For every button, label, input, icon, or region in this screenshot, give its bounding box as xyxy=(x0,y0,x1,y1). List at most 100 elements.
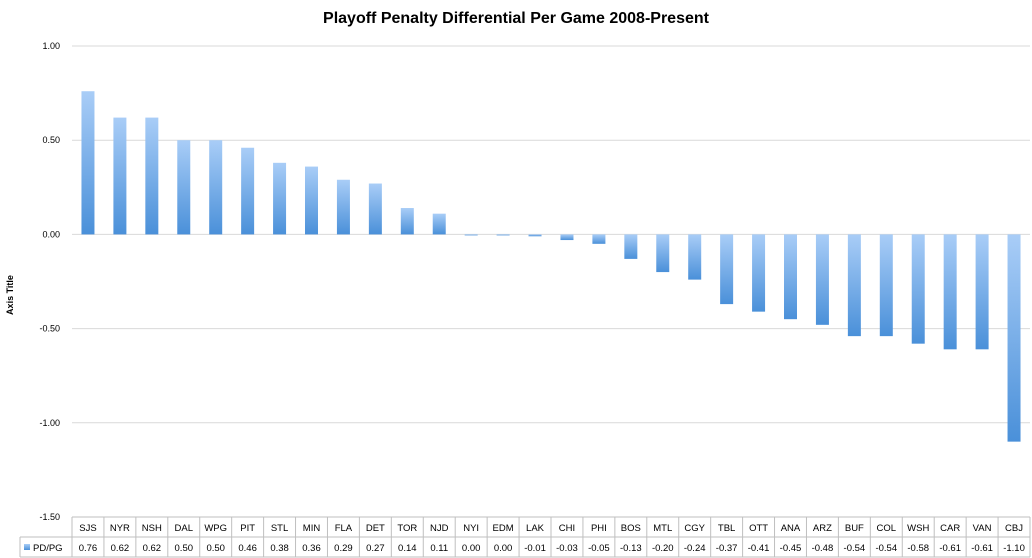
data-label: -0.61 xyxy=(939,543,961,554)
y-tick-label: -0.50 xyxy=(39,324,60,334)
bar xyxy=(911,234,925,344)
x-tick-label: TOR xyxy=(397,523,417,534)
x-tick-label: ANA xyxy=(781,523,801,534)
x-tick-label: STL xyxy=(271,523,288,534)
bar xyxy=(943,234,957,350)
bar xyxy=(688,234,702,280)
x-tick-label: BUF xyxy=(845,523,864,534)
x-tick-label: SJS xyxy=(79,523,96,534)
data-label: -0.54 xyxy=(875,543,897,554)
x-tick-label: NYI xyxy=(463,523,479,534)
x-tick-label: CAR xyxy=(940,523,960,534)
bar xyxy=(528,234,542,237)
bar xyxy=(784,234,797,320)
data-label: -0.24 xyxy=(684,543,706,554)
bar xyxy=(177,140,191,235)
legend-swatch xyxy=(24,544,30,550)
x-tick-label: EDM xyxy=(493,523,514,534)
data-label: 0.50 xyxy=(206,543,225,554)
bar xyxy=(113,117,127,235)
x-tick-label: CHI xyxy=(559,523,575,534)
x-tick-label: MIN xyxy=(303,523,321,534)
bar xyxy=(145,117,159,235)
bar xyxy=(815,234,829,325)
bar xyxy=(879,234,893,337)
x-tick-label: DAL xyxy=(175,523,193,534)
x-tick-label: VAN xyxy=(973,523,992,534)
bar xyxy=(752,234,766,312)
data-label: 0.50 xyxy=(175,543,194,554)
data-label: -1.10 xyxy=(1003,543,1025,554)
y-tick-label: 0.00 xyxy=(42,229,60,239)
y-tick-label: -1.50 xyxy=(39,512,60,522)
bar xyxy=(81,91,95,235)
x-tick-label: PIT xyxy=(240,523,255,534)
bar xyxy=(368,183,382,235)
data-label: 0.00 xyxy=(462,543,481,554)
data-label: 0.46 xyxy=(238,543,257,554)
bar xyxy=(592,234,606,244)
data-label: -0.61 xyxy=(971,543,993,554)
data-label: -0.01 xyxy=(524,543,546,554)
bar xyxy=(209,140,223,235)
data-label: -0.41 xyxy=(748,543,770,554)
chart-title: Playoff Penalty Differential Per Game 20… xyxy=(323,10,709,27)
bar xyxy=(496,234,510,236)
data-label: -0.05 xyxy=(588,543,610,554)
x-tick-label: DET xyxy=(366,523,385,534)
data-label: -0.45 xyxy=(780,543,802,554)
x-tick-label: FLA xyxy=(335,523,353,534)
bar xyxy=(241,147,255,235)
data-label: -0.20 xyxy=(652,543,674,554)
data-label: 0.14 xyxy=(398,543,417,554)
bar xyxy=(975,234,989,350)
data-label: 0.62 xyxy=(143,543,162,554)
x-tick-label: LAK xyxy=(526,523,545,534)
x-tick-label: MTL xyxy=(653,523,672,534)
data-label: 0.36 xyxy=(302,543,321,554)
y-tick-label: 0.50 xyxy=(42,135,60,145)
data-label: -0.54 xyxy=(844,543,866,554)
bar xyxy=(720,234,734,305)
bar xyxy=(560,234,574,241)
bar xyxy=(400,208,414,235)
data-label: -0.03 xyxy=(556,543,578,554)
x-tick-label: OTT xyxy=(749,523,768,534)
data-label: 0.11 xyxy=(430,543,448,554)
bar xyxy=(624,234,638,259)
y-tick-label: 1.00 xyxy=(42,41,60,51)
x-tick-label: NJD xyxy=(430,523,449,534)
bar xyxy=(273,162,287,235)
data-label: 0.62 xyxy=(111,543,130,554)
x-tick-label: ARZ xyxy=(813,523,832,534)
data-label: 0.38 xyxy=(270,543,289,554)
data-label: -0.58 xyxy=(907,543,929,554)
x-tick-label: NYR xyxy=(110,523,130,534)
bar xyxy=(1007,234,1021,442)
data-label: 0.00 xyxy=(494,543,513,554)
bar xyxy=(847,234,861,337)
bar xyxy=(305,166,318,235)
data-label: -0.48 xyxy=(812,543,834,554)
data-label: -0.13 xyxy=(620,543,642,554)
x-tick-label: TBL xyxy=(718,523,735,534)
bar xyxy=(432,213,446,235)
x-tick-label: BOS xyxy=(621,523,641,534)
data-label: 0.76 xyxy=(79,543,98,554)
bar xyxy=(336,179,350,235)
bar xyxy=(464,234,478,236)
x-tick-label: COL xyxy=(877,523,897,534)
data-label: -0.37 xyxy=(716,543,738,554)
x-tick-label: PHI xyxy=(591,523,607,534)
legend-label: PD/PG xyxy=(33,543,63,554)
x-tick-label: CGY xyxy=(684,523,705,534)
data-label: 0.27 xyxy=(366,543,385,554)
y-tick-label: -1.00 xyxy=(39,418,60,428)
x-tick-label: NSH xyxy=(142,523,162,534)
x-tick-label: WPG xyxy=(204,523,227,534)
x-tick-label: WSH xyxy=(907,523,929,534)
data-label: 0.29 xyxy=(334,543,353,554)
x-tick-label: CBJ xyxy=(1005,523,1023,534)
